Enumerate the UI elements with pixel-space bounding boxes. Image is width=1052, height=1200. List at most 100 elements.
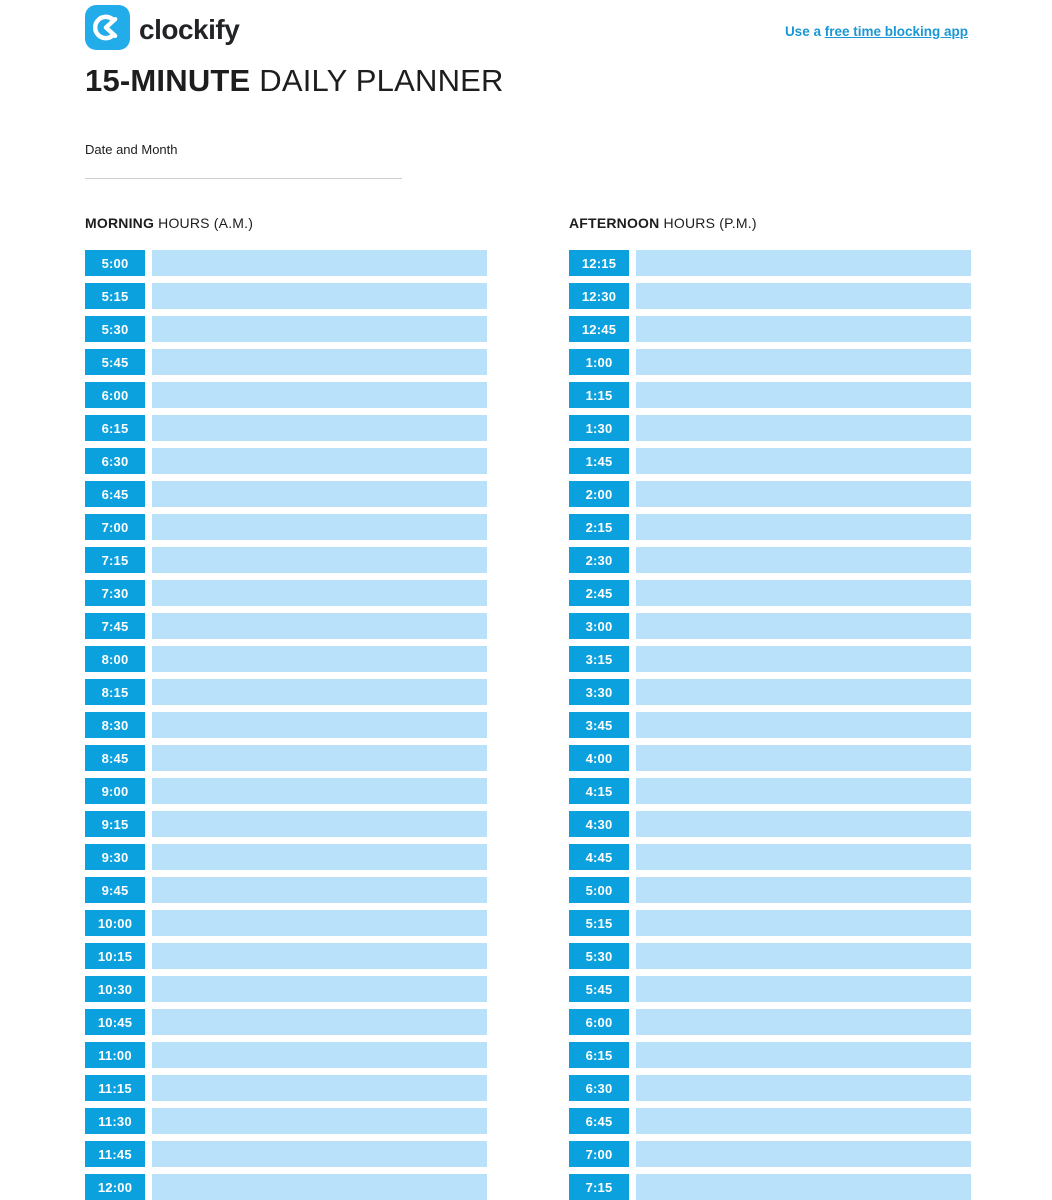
time-slot-bar[interactable] [152,448,487,474]
time-slot-label: 6:00 [85,382,145,408]
time-slot-label: 3:00 [569,613,629,639]
time-slot-bar[interactable] [636,514,971,540]
time-slot-label: 5:00 [85,250,145,276]
time-slot-label: 3:30 [569,679,629,705]
clockify-wordmark: clockify [139,14,240,45]
time-slot-bar[interactable] [636,1141,971,1167]
time-slot-bar[interactable] [152,943,487,969]
time-slot-bar[interactable] [152,844,487,870]
time-slot-row: 5:15 [569,910,971,936]
time-slot-bar[interactable] [152,283,487,309]
time-slot-label: 3:15 [569,646,629,672]
time-slot-bar[interactable] [152,514,487,540]
time-slot-label: 11:30 [85,1108,145,1134]
time-slot-row: 5:30 [569,943,971,969]
time-slot-bar[interactable] [152,547,487,573]
time-slot-bar[interactable] [152,1108,487,1134]
time-slot-bar[interactable] [636,745,971,771]
time-slot-label: 9:15 [85,811,145,837]
time-slot-bar[interactable] [152,877,487,903]
date-input-line[interactable] [85,178,402,179]
time-slot-row: 5:00 [569,877,971,903]
time-slot-row: 10:00 [85,910,487,936]
time-slot-bar[interactable] [636,778,971,804]
time-slot-bar[interactable] [636,283,971,309]
time-slot-bar[interactable] [152,778,487,804]
time-slot-label: 6:30 [85,448,145,474]
time-slot-label: 2:30 [569,547,629,573]
time-slot-label: 3:45 [569,712,629,738]
time-slot-bar[interactable] [636,910,971,936]
time-slot-row: 4:45 [569,844,971,870]
time-slot-bar[interactable] [636,382,971,408]
time-slot-bar[interactable] [636,613,971,639]
time-slot-bar[interactable] [152,481,487,507]
time-slot-bar[interactable] [152,316,487,342]
time-slot-bar[interactable] [636,547,971,573]
time-slot-bar[interactable] [636,1108,971,1134]
time-slot-bar[interactable] [152,679,487,705]
time-slot-row: 6:00 [569,1009,971,1035]
time-slot-bar[interactable] [636,811,971,837]
time-slot-bar[interactable] [152,646,487,672]
time-slot-bar[interactable] [636,646,971,672]
time-slot-bar[interactable] [152,1042,487,1068]
time-slot-bar[interactable] [152,1075,487,1101]
time-slot-bar[interactable] [636,481,971,507]
time-slot-bar[interactable] [152,1141,487,1167]
time-slot-bar[interactable] [152,1009,487,1035]
time-slot-bar[interactable] [152,415,487,441]
time-slot-row: 7:15 [85,547,487,573]
title-regular-text: DAILY PLANNER [250,63,504,98]
time-slot-bar[interactable] [152,1174,487,1200]
time-slot-bar[interactable] [636,679,971,705]
time-slot-bar[interactable] [152,712,487,738]
time-slot-row: 6:30 [569,1075,971,1101]
time-slot-bar[interactable] [636,448,971,474]
time-slot-label: 6:45 [569,1108,629,1134]
time-slot-bar[interactable] [636,316,971,342]
time-slot-bar[interactable] [636,877,971,903]
time-slot-bar[interactable] [152,250,487,276]
time-slot-bar[interactable] [152,811,487,837]
time-slot-bar[interactable] [636,943,971,969]
time-blocking-app-link[interactable]: Use a free time blocking app [785,24,968,39]
time-slot-row: 6:45 [85,481,487,507]
time-slot-label: 2:15 [569,514,629,540]
time-slot-label: 6:30 [569,1075,629,1101]
time-slot-bar[interactable] [636,1042,971,1068]
clockify-logo[interactable]: clockify [85,5,240,55]
time-slot-row: 8:30 [85,712,487,738]
time-slot-bar[interactable] [636,1075,971,1101]
time-slot-label: 12:00 [85,1174,145,1200]
time-slot-row: 12:00 [85,1174,487,1200]
time-slot-bar[interactable] [636,1009,971,1035]
time-slot-bar[interactable] [636,844,971,870]
title-bold-text: 15-MINUTE [85,63,251,98]
time-slot-bar[interactable] [636,415,971,441]
time-slot-bar[interactable] [636,976,971,1002]
time-slot-row: 4:30 [569,811,971,837]
time-slot-bar[interactable] [152,382,487,408]
time-slot-row: 9:15 [85,811,487,837]
time-slot-bar[interactable] [636,712,971,738]
time-slot-row: 10:15 [85,943,487,969]
time-slot-label: 5:30 [569,943,629,969]
heading-regular-text: HOURS (P.M.) [659,215,757,231]
time-slot-row: 5:45 [569,976,971,1002]
time-slot-bar[interactable] [152,910,487,936]
time-slot-row: 1:00 [569,349,971,375]
time-slot-bar[interactable] [636,250,971,276]
time-slot-label: 10:15 [85,943,145,969]
time-slot-label: 12:15 [569,250,629,276]
time-slot-row: 8:00 [85,646,487,672]
time-slot-bar[interactable] [636,349,971,375]
time-slot-bar[interactable] [152,976,487,1002]
time-slot-bar[interactable] [636,1174,971,1200]
time-slot-bar[interactable] [152,580,487,606]
time-slot-bar[interactable] [152,349,487,375]
time-slot-bar[interactable] [636,580,971,606]
time-slot-bar[interactable] [152,745,487,771]
time-slot-label: 7:00 [85,514,145,540]
time-slot-bar[interactable] [152,613,487,639]
